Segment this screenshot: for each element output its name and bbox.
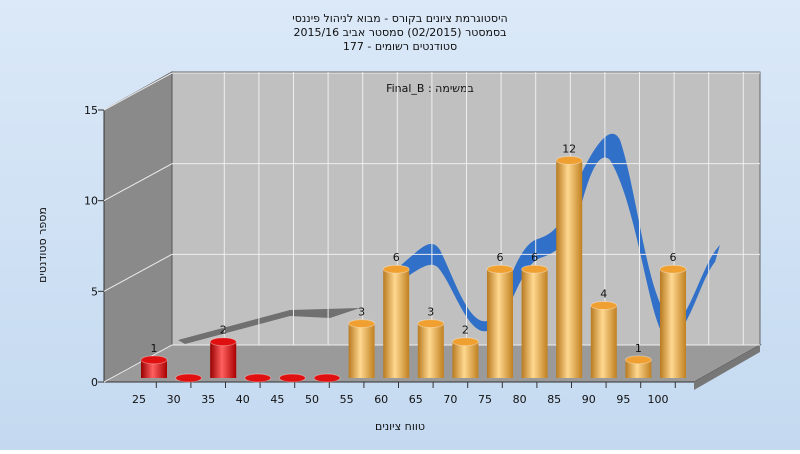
- bar-top: [417, 319, 445, 329]
- y-tick-label: 10: [84, 195, 98, 208]
- grid-line: [103, 253, 173, 292]
- bar: [521, 269, 548, 378]
- bar: [452, 341, 479, 378]
- bar: [590, 305, 617, 378]
- y-tick-label: 5: [91, 285, 98, 298]
- grid-line: [103, 163, 173, 202]
- grid-line: [103, 72, 173, 111]
- bar-top: [140, 355, 168, 365]
- x-tick-label: 30: [167, 393, 181, 406]
- data-label: 2: [220, 324, 227, 337]
- bar: [556, 160, 583, 378]
- bar: [383, 269, 410, 378]
- bar: [660, 269, 686, 378]
- x-tick-label: 65: [409, 393, 423, 406]
- data-label: 6: [531, 251, 538, 264]
- grid-line: [103, 344, 173, 383]
- bar-top: [486, 264, 514, 274]
- x-tick-label: 55: [340, 393, 354, 406]
- bar-top: [590, 300, 618, 310]
- bar-top: [348, 319, 376, 329]
- data-label: 6: [393, 251, 400, 264]
- bar-top: [209, 337, 237, 347]
- y-axis-label: מספר סטודנטים: [36, 207, 49, 283]
- bar-top: [313, 373, 341, 383]
- bar-top: [175, 373, 203, 383]
- chart-title: סטודנטים רשומים - 177: [343, 40, 457, 53]
- x-axis-label: טווח ציונים: [375, 420, 425, 433]
- bar-top: [244, 373, 272, 383]
- bar: [417, 323, 444, 378]
- bar: [487, 269, 513, 378]
- x-tick-label: 25: [132, 393, 146, 406]
- data-label: 2: [462, 324, 469, 337]
- bar: [625, 359, 652, 378]
- data-label: 1: [635, 342, 642, 355]
- bar-top: [521, 264, 549, 274]
- x-tick-label: 35: [201, 393, 215, 406]
- x-tick-label: 40: [236, 393, 250, 406]
- x-tick-label: 45: [270, 393, 284, 406]
- chart-title: היסטוגרמת ציונים בקורס - מבוא לניהול פינ…: [292, 12, 507, 25]
- bar-top: [659, 264, 687, 274]
- data-label: 1: [151, 342, 158, 355]
- data-label: 6: [670, 251, 677, 264]
- x-tick-label: 75: [478, 393, 492, 406]
- data-label: 12: [562, 142, 576, 155]
- x-tick-label: 50: [305, 393, 319, 406]
- x-tick-label: 100: [648, 393, 669, 406]
- bar-top: [624, 355, 652, 365]
- x-tick-label: 95: [616, 393, 630, 406]
- left-wall: [103, 71, 173, 383]
- curve-shadow: [178, 308, 360, 344]
- data-label: 4: [600, 287, 607, 300]
- data-label: 3: [358, 306, 365, 319]
- bar: [210, 341, 237, 378]
- y-tick-label: 0: [91, 376, 98, 389]
- x-tick-label: 90: [582, 393, 596, 406]
- bar-top: [451, 337, 479, 347]
- bar-top: [278, 373, 306, 383]
- subtitle: Final_B : במשימה: [386, 82, 474, 95]
- x-tick-label: 80: [513, 393, 527, 406]
- chart-title: בסמסטר (02/2015) סמסטר אביב 2015/16: [293, 26, 506, 39]
- x-tick-label: 70: [443, 393, 457, 406]
- bar-top: [555, 155, 583, 165]
- data-label: 6: [497, 251, 504, 264]
- bar: [348, 323, 375, 378]
- y-tick-label: 15: [84, 104, 98, 117]
- data-label: 3: [427, 306, 434, 319]
- x-tick-label: 60: [374, 393, 388, 406]
- x-tick-label: 85: [547, 393, 561, 406]
- bar-top: [382, 264, 410, 274]
- bar: [141, 359, 167, 378]
- floor-edge: [694, 345, 760, 390]
